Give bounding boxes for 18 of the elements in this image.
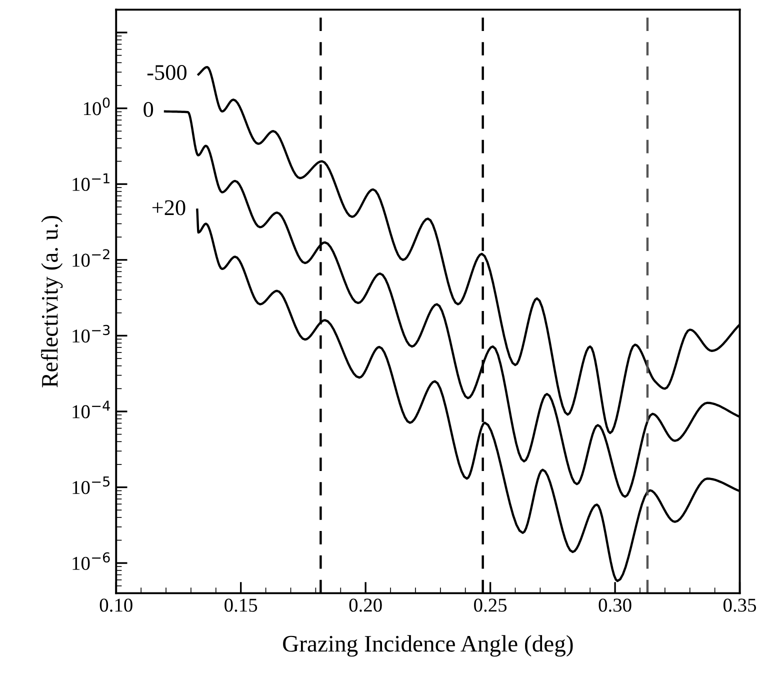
x-tick-label: 0.15 xyxy=(224,598,258,612)
series-label: 0 xyxy=(144,102,154,117)
y-axis-title: Reflectivity (a. u.) xyxy=(40,216,63,388)
series-label: +20 xyxy=(152,200,186,216)
x-tick-label: 0.25 xyxy=(474,598,507,612)
y-tick-label: 10$^{−1}$ xyxy=(72,173,110,191)
y-tick-label: 10$^{0}$ xyxy=(84,97,110,116)
x-tick-label: 0.35 xyxy=(724,598,756,612)
x-tick-label: 0.20 xyxy=(349,598,382,612)
series-label: -500 xyxy=(147,64,186,80)
y-tick-label: 10$^{−6}$ xyxy=(72,552,110,570)
x-tick-label: 0.10 xyxy=(100,598,132,612)
y-tick-label: 10$^{−2}$ xyxy=(72,249,110,267)
y-tick-label: 10$^{−3}$ xyxy=(72,324,110,343)
y-tick-label: 10$^{−5}$ xyxy=(72,476,110,494)
x-axis-title: Grazing Incidence Angle (deg) xyxy=(283,635,573,657)
y-tick-label: 10$^{−4}$ xyxy=(72,400,110,418)
x-tick-label: 0.30 xyxy=(598,598,632,612)
